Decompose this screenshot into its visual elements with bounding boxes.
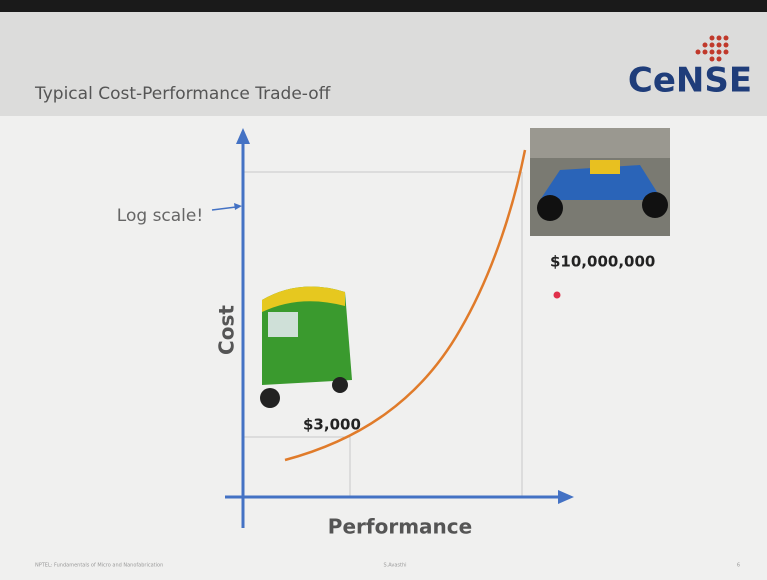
high-cost-label: $10,000,000: [550, 253, 655, 271]
logo: CeNSE: [628, 61, 752, 101]
annotation: Log scale!: [117, 206, 203, 226]
footer-center: S.Avasthi: [383, 563, 406, 569]
page: Typical Cost-Performance Trade-off CeNSE…: [0, 0, 767, 580]
pointer-dot: [554, 292, 561, 299]
y-axis-label: Cost: [215, 305, 239, 355]
footer-left: NPTEL: Fundamentals of Micro and Nanofab…: [35, 563, 163, 569]
x-axis-label: Performance: [328, 515, 472, 539]
slide: Typical Cost-Performance Trade-off CeNSE…: [0, 0, 767, 580]
race-car-image: [530, 128, 670, 236]
low-cost-label: $3,000: [303, 416, 361, 434]
slide-title: Typical Cost-Performance Trade-off: [34, 84, 332, 104]
footer-page: 6: [737, 563, 740, 569]
